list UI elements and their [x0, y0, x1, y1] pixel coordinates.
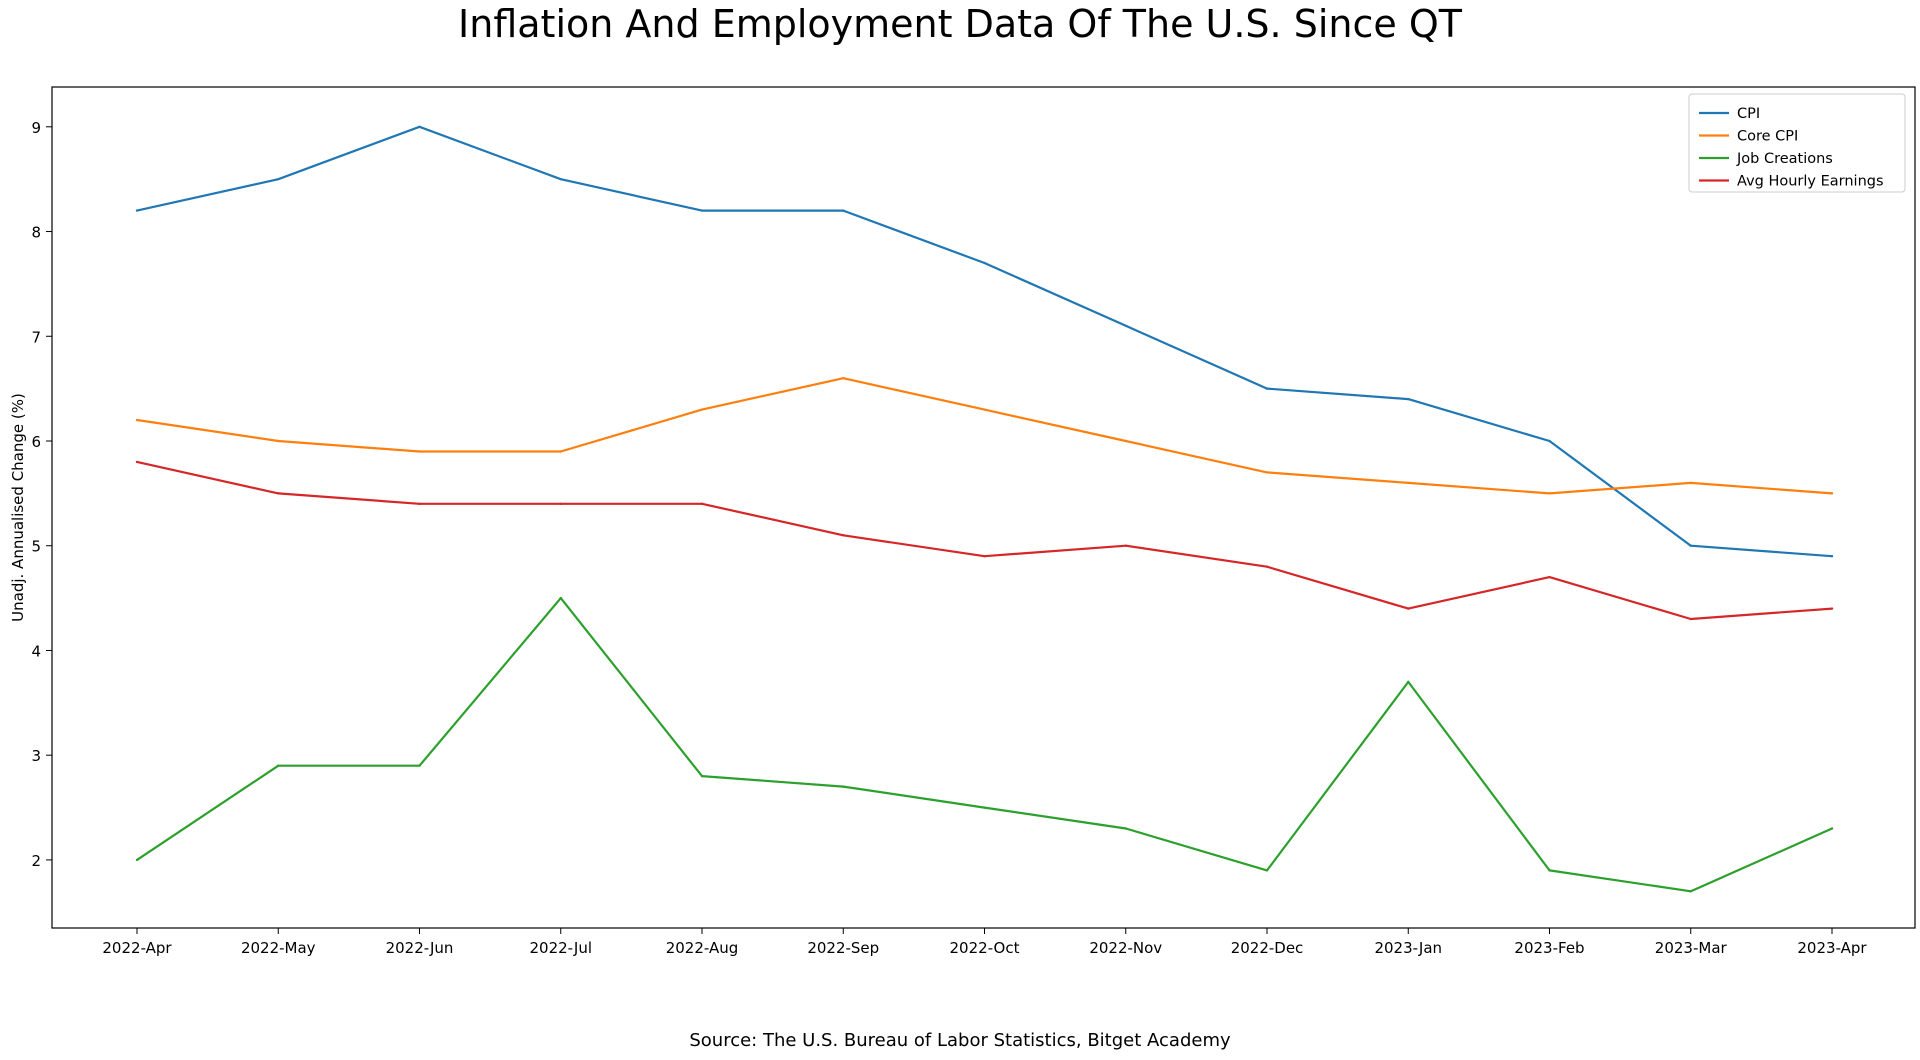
data-point	[1548, 575, 1551, 579]
data-point	[1830, 555, 1834, 558]
legend-entry: CPI	[1737, 106, 1760, 122]
data-point	[700, 502, 704, 506]
data-point	[277, 439, 280, 443]
x-tick-label: 2023-Mar	[1655, 939, 1728, 957]
y-tick-label: 2	[31, 852, 41, 870]
data-point	[1548, 869, 1551, 872]
data-point	[559, 450, 562, 453]
y-tick-label: 6	[31, 433, 41, 451]
data-point	[1830, 492, 1834, 495]
data-point	[1830, 607, 1834, 610]
data-point	[842, 534, 845, 537]
x-tick-label: 2022-Aug	[666, 939, 739, 957]
data-point	[559, 177, 562, 181]
data-point	[1689, 544, 1692, 547]
x-tick-label: 2022-May	[241, 939, 316, 957]
series-line-avg-hourly-earnings	[136, 460, 1833, 621]
x-tick-label: 2022-Nov	[1089, 939, 1162, 957]
data-point	[418, 502, 421, 506]
y-axis-label: Unadj. Annualised Change (%)	[9, 393, 27, 622]
data-point	[1265, 869, 1269, 872]
y-tick-label: 3	[31, 747, 41, 765]
source-note: Source: The U.S. Bureau of Labor Statist…	[689, 1030, 1231, 1051]
data-point	[559, 596, 562, 600]
data-point	[277, 492, 280, 495]
data-point	[1689, 890, 1692, 893]
data-point	[1265, 471, 1269, 474]
legend-entry: Core CPI	[1737, 129, 1798, 145]
data-point	[983, 555, 986, 558]
data-point	[700, 408, 704, 411]
x-tick-label: 2022-Sep	[807, 939, 879, 957]
data-point	[135, 418, 139, 422]
data-point	[135, 460, 139, 464]
data-point	[700, 774, 704, 778]
data-point	[1265, 387, 1269, 390]
chart-title: Inflation And Employment Data Of The U.S…	[458, 2, 1462, 46]
y-tick-label: 9	[31, 119, 41, 137]
x-tick-label: 2023-Jan	[1374, 939, 1442, 957]
series-line-job-creations	[136, 596, 1833, 893]
legend-entry: Avg Hourly Earnings	[1737, 174, 1884, 190]
y-tick-label: 4	[31, 642, 41, 660]
data-point	[1407, 607, 1410, 610]
data-point	[1407, 481, 1410, 485]
data-point	[135, 858, 139, 862]
legend-entry: Job Creations	[1736, 151, 1833, 167]
data-point	[842, 376, 845, 380]
data-point	[418, 450, 421, 453]
data-point	[1124, 324, 1127, 327]
data-point	[1689, 481, 1692, 485]
data-point	[277, 177, 280, 181]
data-point	[842, 785, 845, 788]
legend: CPI Core CPI Job Creations Avg Hourly Earni…	[1688, 93, 1906, 193]
data-point	[700, 209, 704, 212]
data-point	[277, 764, 280, 767]
x-tick-label: 2022-Apr	[102, 939, 172, 957]
x-tick-label: 2022-Jul	[529, 939, 592, 957]
x-tick-label: 2022-Dec	[1231, 939, 1304, 957]
plot-frame	[51, 86, 1916, 929]
data-point	[983, 408, 986, 411]
data-point	[418, 125, 421, 128]
data-point	[1689, 617, 1692, 621]
data-point	[135, 209, 139, 212]
data-point	[418, 764, 421, 767]
y-tick-label: 5	[31, 538, 41, 556]
data-point	[1407, 680, 1410, 684]
data-point	[1548, 439, 1551, 443]
series-line-core-cpi	[136, 377, 1833, 495]
y-tick-label: 7	[31, 328, 41, 346]
x-tick-label: 2023-Feb	[1514, 939, 1584, 957]
data-point	[1407, 397, 1410, 401]
series-lines	[135, 125, 1834, 893]
x-tick-label: 2023-Apr	[1797, 939, 1867, 957]
data-point	[983, 261, 986, 265]
data-point	[1830, 827, 1834, 830]
data-point	[1124, 544, 1127, 547]
y-tick-label: 8	[31, 224, 41, 242]
data-point	[842, 209, 845, 212]
data-point	[1124, 439, 1127, 443]
data-point	[1548, 492, 1551, 495]
data-point	[559, 502, 562, 506]
data-point	[1265, 565, 1269, 568]
legend-box	[1688, 93, 1906, 193]
data-point	[983, 806, 986, 809]
x-tick-label: 2022-Jun	[386, 939, 454, 957]
x-tick-label: 2022-Oct	[950, 939, 1020, 957]
data-point	[1124, 827, 1127, 830]
axes: 2 3 4 5 6 7 8 9 2022-Apr 2022-May 2022-Jun 2022-Jul…	[9, 86, 1916, 957]
